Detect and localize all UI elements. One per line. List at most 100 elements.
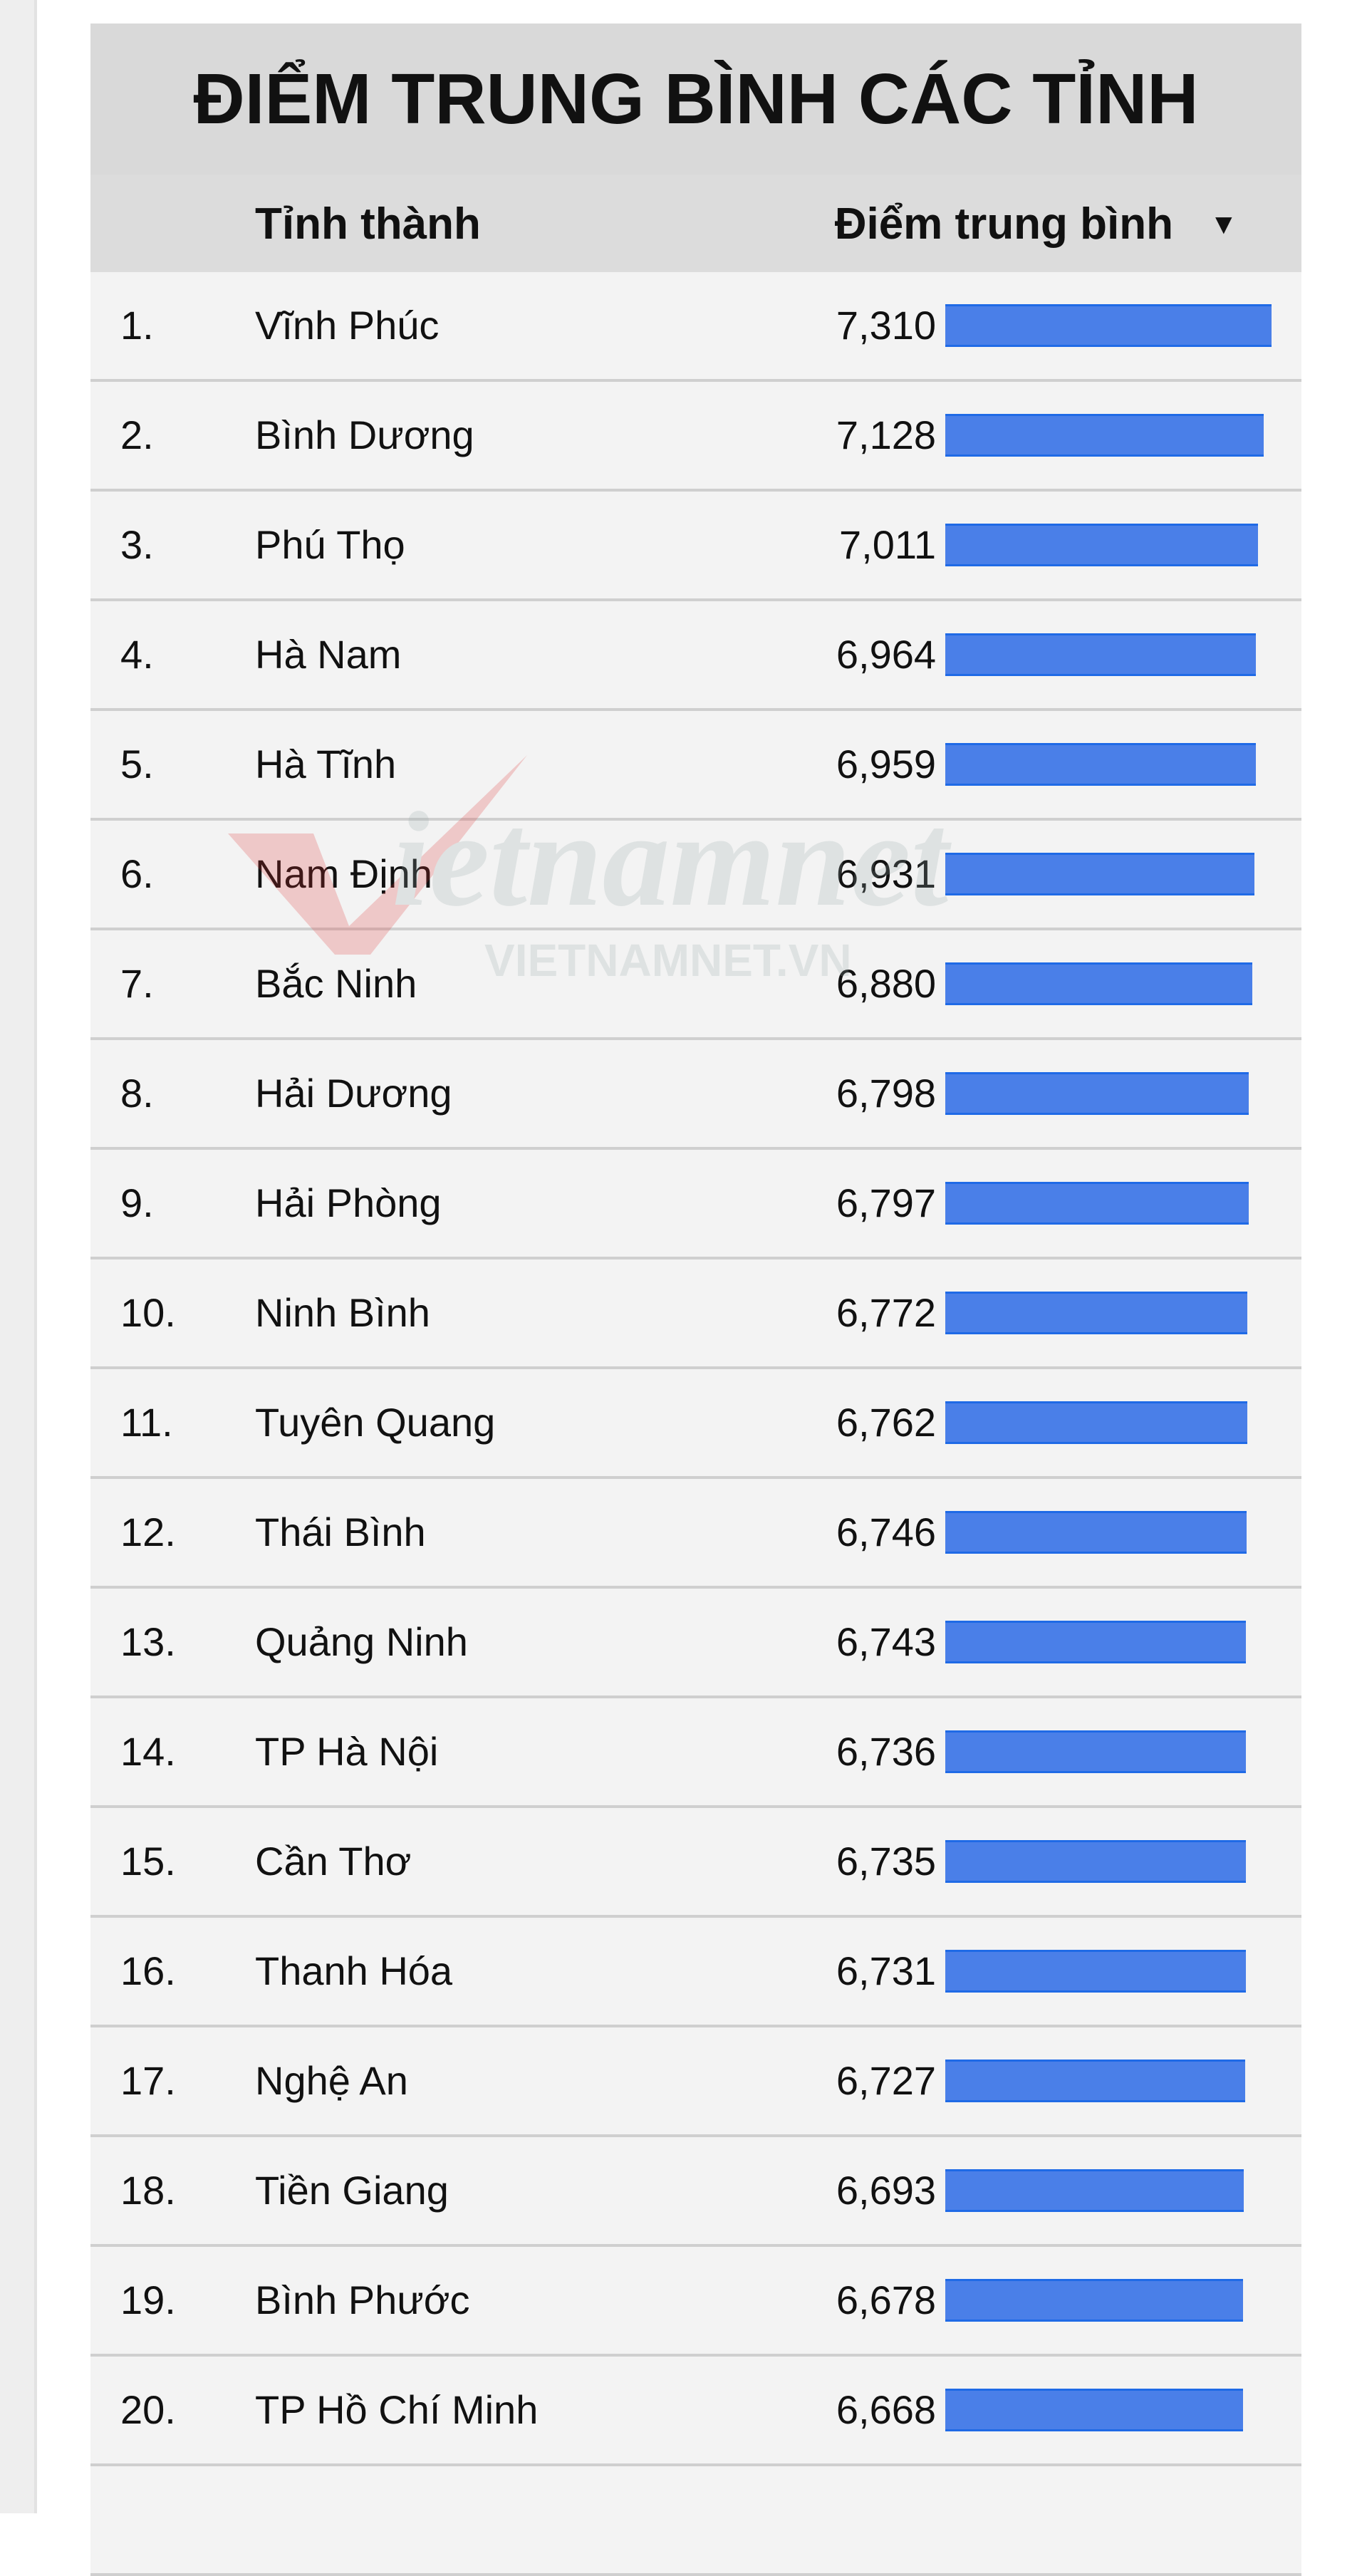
- row-province-name: Bình Phước: [255, 2278, 470, 2322]
- row-province-name: TP Hồ Chí Minh: [255, 2387, 539, 2432]
- table-row: 5. Hà Tĩnh 6,959: [90, 711, 1301, 821]
- table-row: 3. Phú Thọ 7,011: [90, 492, 1301, 601]
- row-rank: 12.: [120, 1510, 176, 1554]
- row-score-value: 6,735: [836, 1839, 936, 1884]
- row-rank: 15.: [120, 1839, 176, 1884]
- row-province-name: Tuyên Quang: [255, 1400, 496, 1445]
- table-row: 20. TP Hồ Chí Minh 6,668: [90, 2357, 1301, 2466]
- table-row: 13. Quảng Ninh 6,743: [90, 1589, 1301, 1698]
- table-row: 15. Cần Thơ 6,735: [90, 1808, 1301, 1918]
- row-province-name: Thái Bình: [255, 1510, 426, 1554]
- table-row: 11. Tuyên Quang 6,762: [90, 1369, 1301, 1479]
- row-rank: 14.: [120, 1729, 176, 1774]
- row-score-bar: [945, 853, 1255, 895]
- row-score-value: 6,736: [836, 1729, 936, 1774]
- row-score-bar: [945, 1840, 1246, 1883]
- table-row: 6. Nam Định 6,931: [90, 821, 1301, 930]
- row-province-name: Cần Thơ: [255, 1839, 412, 1884]
- row-score-bar: [945, 962, 1253, 1005]
- row-score-bar: [945, 1950, 1246, 1993]
- table-row: 2. Bình Dương 7,128: [90, 382, 1301, 492]
- row-rank: 2.: [120, 412, 154, 457]
- row-score-value: 6,746: [836, 1510, 936, 1554]
- row-province-name: Nam Định: [255, 851, 432, 896]
- row-score-value: 6,731: [836, 1948, 936, 1993]
- row-rank: 17.: [120, 2058, 176, 2103]
- row-rank: 13.: [120, 1619, 176, 1664]
- row-score-value: 6,668: [836, 2387, 936, 2432]
- row-rank: 18.: [120, 2168, 176, 2213]
- row-rank: 9.: [120, 1180, 154, 1225]
- row-score-bar: [945, 743, 1256, 786]
- row-score-value: 6,772: [836, 1290, 936, 1335]
- row-score-bar: [945, 2169, 1244, 2212]
- row-score-bar: [945, 414, 1264, 457]
- row-rank: 5.: [120, 742, 154, 786]
- row-score-value: 6,727: [836, 2058, 936, 2103]
- row-rank: 6.: [120, 851, 154, 896]
- row-score-value: 7,011: [839, 522, 936, 567]
- row-score-value: 6,762: [836, 1400, 936, 1445]
- row-score-bar: [945, 1621, 1247, 1663]
- row-province-name: Hà Nam: [255, 632, 402, 677]
- table-row: 14. TP Hà Nội 6,736: [90, 1698, 1301, 1808]
- table-row: 4. Hà Nam 6,964: [90, 601, 1301, 711]
- table-row: 8. Hải Dương 6,798: [90, 1040, 1301, 1150]
- row-score-bar: [945, 1511, 1247, 1554]
- row-rank: 1.: [120, 303, 154, 348]
- row-score-value: 6,931: [836, 851, 936, 896]
- row-rank: 19.: [120, 2278, 176, 2322]
- row-province-name: Nghệ An: [255, 2058, 408, 2103]
- column-header-average-score[interactable]: Điểm trung bình: [834, 199, 1173, 249]
- row-score-value: 6,678: [836, 2278, 936, 2322]
- table-row: 9. Hải Phòng 6,797: [90, 1150, 1301, 1260]
- table-row: 1. Vĩnh Phúc 7,310: [90, 272, 1301, 382]
- table-row: 18. Tiền Giang 6,693: [90, 2137, 1301, 2247]
- row-rank: 7.: [120, 961, 154, 1006]
- row-score-bar: [945, 2060, 1246, 2102]
- page-side-strip: [0, 0, 37, 2513]
- row-score-bar: [945, 524, 1259, 566]
- row-province-name: Tiền Giang: [255, 2168, 449, 2213]
- row-province-name: Thanh Hóa: [255, 1948, 453, 1993]
- row-score-bar: [945, 1730, 1247, 1773]
- table-header: Tỉnh thành Điểm trung bình ▼: [90, 175, 1301, 272]
- row-score-bar: [945, 304, 1272, 347]
- table-row: 7. Bắc Ninh 6,880: [90, 930, 1301, 1040]
- row-score-value: 7,128: [836, 412, 936, 457]
- row-score-value: 7,310: [836, 303, 936, 348]
- table-row: 19. Bình Phước 6,678: [90, 2247, 1301, 2357]
- row-score-bar: [945, 2279, 1244, 2322]
- row-province-name: TP Hà Nội: [255, 1729, 439, 1774]
- row-score-value: 6,959: [836, 742, 936, 786]
- row-rank: 20.: [120, 2387, 176, 2432]
- row-score-value: 6,797: [836, 1180, 936, 1225]
- row-province-name: Quảng Ninh: [255, 1619, 468, 1664]
- row-score-bar: [945, 1292, 1248, 1334]
- column-header-province[interactable]: Tỉnh thành: [255, 199, 481, 249]
- row-score-value: 6,743: [836, 1619, 936, 1664]
- row-score-value: 6,693: [836, 2168, 936, 2213]
- table-row: 12. Thái Bình 6,746: [90, 1479, 1301, 1589]
- row-score-bar: [945, 2389, 1243, 2431]
- row-score-bar: [945, 1182, 1249, 1225]
- row-rank: 11.: [120, 1400, 173, 1445]
- row-score-bar: [945, 1401, 1247, 1444]
- row-province-name: Hải Phòng: [255, 1180, 442, 1225]
- row-province-name: Bình Dương: [255, 412, 474, 457]
- score-table: ĐIỂM TRUNG BÌNH CÁC TỈNH Tỉnh thành Điểm…: [90, 24, 1301, 2576]
- row-score-bar: [945, 1072, 1249, 1115]
- row-score-bar: [945, 633, 1257, 676]
- row-province-name: Hà Tĩnh: [255, 742, 397, 786]
- row-rank: 4.: [120, 632, 154, 677]
- row-rank: 8.: [120, 1071, 154, 1116]
- row-score-value: 6,880: [836, 961, 936, 1006]
- sort-descending-icon[interactable]: ▼: [1210, 209, 1238, 240]
- table-body: 1. Vĩnh Phúc 7,310 2. Bình Dương 7,128 3. Phú T…: [90, 272, 1301, 2576]
- row-province-name: Ninh Bình: [255, 1290, 430, 1335]
- table-row-partial: [90, 2466, 1301, 2576]
- row-score-value: 6,964: [836, 632, 936, 677]
- table-title: ĐIỂM TRUNG BÌNH CÁC TỈNH: [90, 24, 1301, 175]
- table-row: 10. Ninh Bình 6,772: [90, 1260, 1301, 1369]
- row-province-name: Phú Thọ: [255, 522, 405, 567]
